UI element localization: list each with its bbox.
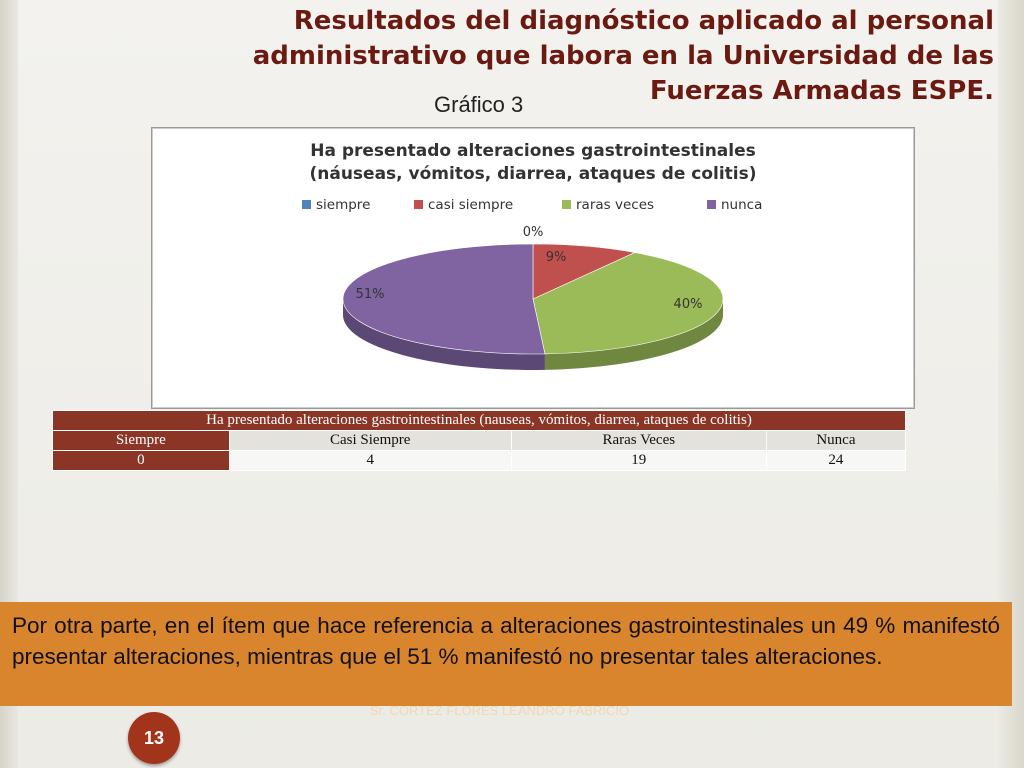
table-value-casi-siempre: 4 [228, 450, 512, 471]
legend-item-siempre: siempre [302, 197, 370, 213]
legend-item-casi-siempre: casi siempre [414, 197, 513, 213]
chart-caption: Gráfico 3 [434, 92, 524, 117]
page-number-badge: 13 [128, 712, 180, 764]
legend-label: siempre [316, 197, 370, 213]
pie-data-labels: 0%9% 40% 51% [356, 225, 703, 312]
legend-label: raras veces [576, 197, 654, 213]
pie-label-raras-veces: 40% [674, 297, 703, 312]
chart-title-line2: (náuseas, vómitos, diarrea, ataques de c… [309, 164, 756, 184]
chart-legend: siempre casi siempre raras veces nunca [302, 197, 762, 213]
pie-chart: Ha presentado alteraciones gastrointesti… [302, 141, 762, 370]
legend-swatch [562, 200, 571, 209]
legend-label: nunca [721, 197, 762, 213]
table-col-raras-veces: Raras Veces [510, 430, 767, 451]
left-decor-band [0, 0, 18, 768]
table-header: Ha presentado alteraciones gastrointesti… [52, 410, 906, 431]
pie-label-siempre: 0% [523, 225, 544, 240]
legend-swatch [707, 200, 716, 209]
legend-item-nunca: nunca [707, 197, 762, 213]
pie-side-raras-veces [544, 299, 723, 370]
table-col-siempre: Siempre [52, 430, 230, 451]
pie-label-casi-siempre: 9% [546, 250, 567, 265]
legend-swatch [414, 200, 423, 209]
summary-note: Por otra parte, en el ítem que hace refe… [0, 602, 1012, 706]
pie-label-nunca: 51% [356, 287, 385, 302]
summary-text: Por otra parte, en el ítem que hace refe… [12, 613, 1000, 669]
table-col-nunca: Nunca [765, 430, 907, 451]
table-value-siempre: 0 [52, 450, 230, 471]
table-value-nunca: 24 [765, 450, 907, 471]
slide-title: Resultados del diagnóstico aplicado al p… [252, 6, 994, 106]
pie-chart-frame: Ha presentado alteraciones gastrointesti… [151, 127, 915, 409]
pie-slice-casi-siempre [532, 243, 636, 300]
chart-title-line1: Ha presentado alteraciones gastrointesti… [310, 141, 756, 161]
author-footer: Sr. CORTEZ FLORES LEANDRO FABRICIO [370, 703, 630, 718]
table-row: 0 4 19 24 [52, 450, 907, 471]
legend-label: casi siempre [428, 197, 513, 213]
pie-slice-nunca [342, 243, 546, 355]
pie-slices [342, 243, 724, 370]
table-value-raras-veces: 19 [510, 450, 767, 471]
legend-item-raras-veces: raras veces [562, 197, 654, 213]
pie-slice-raras-veces [532, 252, 724, 355]
legend-swatch [302, 200, 311, 209]
table-col-casi-siempre: Casi Siempre [228, 430, 512, 451]
pie-side-nunca [343, 299, 545, 370]
table-row: Siempre Casi Siempre Raras Veces Nunca [52, 430, 907, 451]
data-table: Ha presentado alteraciones gastrointesti… [52, 410, 907, 471]
